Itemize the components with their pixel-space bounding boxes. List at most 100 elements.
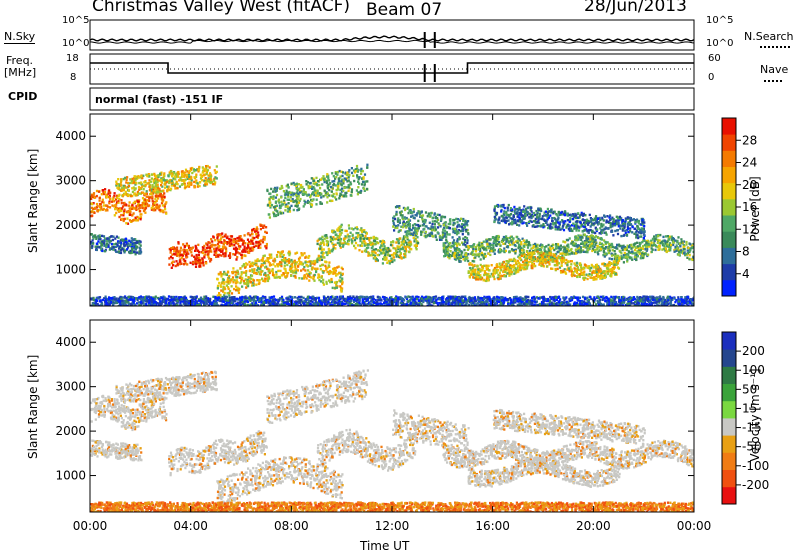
- power-cell: [497, 269, 500, 272]
- power-cell: [335, 198, 338, 201]
- power-cell: [442, 228, 445, 231]
- power-cell: [122, 242, 125, 245]
- power-cell: [525, 249, 529, 253]
- power-cell: [186, 173, 189, 177]
- power-cell: [600, 242, 604, 245]
- power-cell: [658, 244, 661, 248]
- power-cell: [218, 244, 221, 248]
- power-cell: [637, 247, 640, 250]
- power-cell: [139, 252, 142, 255]
- power-cell: [242, 264, 245, 267]
- power-cell: [331, 248, 335, 251]
- power-cell: [300, 254, 303, 257]
- power-cell: [449, 255, 452, 258]
- power-cell: [139, 218, 142, 221]
- power-cell: [687, 246, 690, 250]
- power-cell: [256, 269, 259, 272]
- power-cell: [565, 238, 568, 242]
- power-cell: [372, 253, 375, 256]
- power-cell: [388, 262, 391, 265]
- power-cell: [341, 267, 344, 271]
- power-cell: [623, 251, 626, 255]
- power-cell: [469, 262, 472, 265]
- power-cell: [551, 267, 554, 270]
- power-cell: [436, 218, 440, 222]
- power-cell: [281, 273, 284, 277]
- power-cell: [514, 240, 518, 243]
- power-cell: [357, 234, 360, 237]
- power-cell: [513, 259, 516, 262]
- power-cell: [593, 245, 596, 249]
- power-cell: [559, 256, 562, 259]
- power-cell: [653, 239, 656, 243]
- power-cell: [382, 248, 385, 251]
- power-cell: [433, 229, 436, 232]
- power-cell: [479, 276, 482, 279]
- power-cell: [115, 211, 118, 215]
- power-cell: [246, 233, 249, 236]
- power-cell: [664, 235, 668, 238]
- power-cell: [672, 237, 675, 240]
- power-cell: [618, 249, 621, 253]
- power-cell: [101, 249, 104, 252]
- power-cell: [382, 251, 385, 254]
- power-cell: [216, 235, 219, 238]
- power-cell: [369, 241, 372, 244]
- power-cell: [256, 258, 259, 261]
- power-cell: [507, 260, 510, 264]
- power-cell: [280, 196, 283, 199]
- power-cell: [122, 194, 125, 197]
- power-cell: [624, 255, 627, 258]
- power-cell: [541, 244, 544, 247]
- power-cell: [316, 189, 319, 192]
- power-cell: [239, 267, 242, 270]
- power-cell: [193, 185, 196, 188]
- power-cell: [238, 252, 241, 255]
- power-cell: [639, 248, 642, 252]
- power-cell: [181, 182, 184, 186]
- power-cell: [205, 262, 208, 265]
- power-cell: [639, 257, 642, 260]
- power-cell: [142, 174, 145, 177]
- power-cell: [576, 271, 579, 274]
- power-cell: [445, 238, 448, 241]
- power-cell: [455, 247, 458, 251]
- power-cell: [313, 187, 316, 190]
- power-cell: [165, 180, 168, 184]
- power-cell: [312, 186, 315, 189]
- power-cell: [222, 252, 225, 255]
- power-cell: [514, 248, 517, 251]
- power-cell: [234, 273, 237, 277]
- power-cell: [154, 190, 157, 193]
- power-cell: [473, 243, 476, 246]
- power-cell: [245, 270, 248, 273]
- power-cell: [186, 244, 189, 247]
- power-cell: [414, 231, 418, 234]
- power-cell: [255, 232, 258, 236]
- power-cell: [339, 285, 342, 288]
- power-cell: [149, 180, 152, 183]
- power-cell: [418, 211, 421, 214]
- power-cell: [365, 247, 369, 250]
- power-cell: [674, 239, 677, 242]
- power-cell: [109, 239, 112, 243]
- power-cell: [291, 191, 294, 194]
- power-cell: [287, 186, 290, 189]
- power-cell: [675, 249, 678, 253]
- power-cell: [222, 247, 225, 250]
- power-cell: [296, 189, 299, 192]
- power-cell: [341, 272, 344, 276]
- power-cell: [216, 287, 219, 290]
- power-cell: [277, 212, 280, 215]
- power-cell: [341, 277, 344, 280]
- power-cell: [176, 246, 179, 249]
- power-cell: [677, 236, 680, 239]
- power-cell: [377, 249, 380, 252]
- power-cell: [389, 243, 393, 247]
- power-cell: [341, 245, 345, 248]
- power-cell: [388, 249, 391, 252]
- power-cell: [419, 224, 422, 228]
- power-cell: [150, 192, 153, 196]
- power-cell: [321, 269, 324, 273]
- power-cell: [285, 260, 288, 263]
